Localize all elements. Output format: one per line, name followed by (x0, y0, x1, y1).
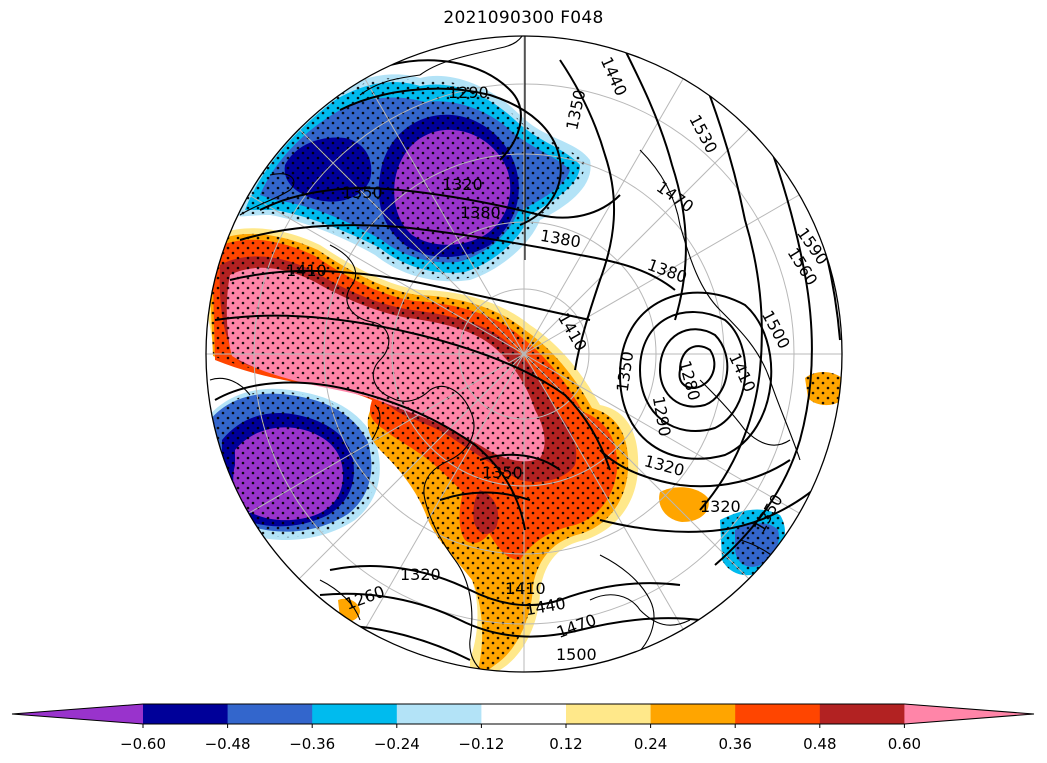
contour-label: 1320 (442, 175, 483, 194)
contour-label: 1320 (400, 565, 441, 584)
contour-label: 1410 (505, 579, 546, 598)
colorbar-over-arrow (904, 704, 1034, 724)
colorbar-tick-label: −0.36 (289, 735, 335, 753)
contour-label: 1500 (556, 645, 597, 664)
contour-label: 1380 (460, 203, 501, 222)
colorbar-segment (396, 704, 482, 724)
polar-map: 1290 1350 1440 1530 1590 1560 1500 1470 … (205, 35, 843, 673)
colorbar-tick-label: −0.24 (374, 735, 420, 753)
colorbar-ticks: −0.60 −0.48 −0.36 −0.24 −0.12 0.12 0.24 0.36 0.4… (120, 724, 921, 753)
colorbar-segment (735, 704, 821, 724)
contour-label: 1410 (286, 261, 327, 280)
map-boundary (205, 35, 843, 673)
colorbar-segment (481, 704, 567, 724)
negative-anomaly-north-pacific (235, 74, 591, 282)
colorbar-tick-label: −0.12 (458, 735, 504, 753)
graticule (206, 36, 842, 672)
contour-label: 1350 (482, 463, 523, 482)
positive-anomaly-small (338, 372, 842, 622)
colorbar-tick-label: 0.36 (718, 735, 751, 753)
contour-label: 1290 (448, 83, 489, 102)
colorbar-segment (650, 704, 736, 724)
colorbar-tick-label: 0.60 (888, 735, 921, 753)
colorbar-segment (819, 704, 905, 724)
negative-anomaly-west (206, 388, 785, 576)
colorbar: −0.60 −0.48 −0.36 −0.24 −0.12 0.12 0.24 0.36 0.4… (11, 703, 1035, 753)
contour-label: 1350 (342, 183, 383, 202)
contour-label: 1320 (700, 497, 741, 516)
colorbar-under-arrow (12, 704, 143, 724)
colorbar-segment (143, 704, 229, 724)
colorbar-tick-label: 0.24 (634, 735, 667, 753)
colorbar-fills (11, 703, 1035, 725)
colorbar-tick-label: 0.48 (803, 735, 836, 753)
colorbar-tick-label: −0.48 (205, 735, 251, 753)
colorbar-segment (312, 704, 398, 724)
colorbar-tick-label: −0.60 (120, 735, 166, 753)
colorbar-segment (227, 704, 313, 724)
colorbar-segment (566, 704, 652, 724)
map-title: 2021090300 F048 (443, 8, 604, 28)
colorbar-tick-label: 0.12 (549, 735, 582, 753)
